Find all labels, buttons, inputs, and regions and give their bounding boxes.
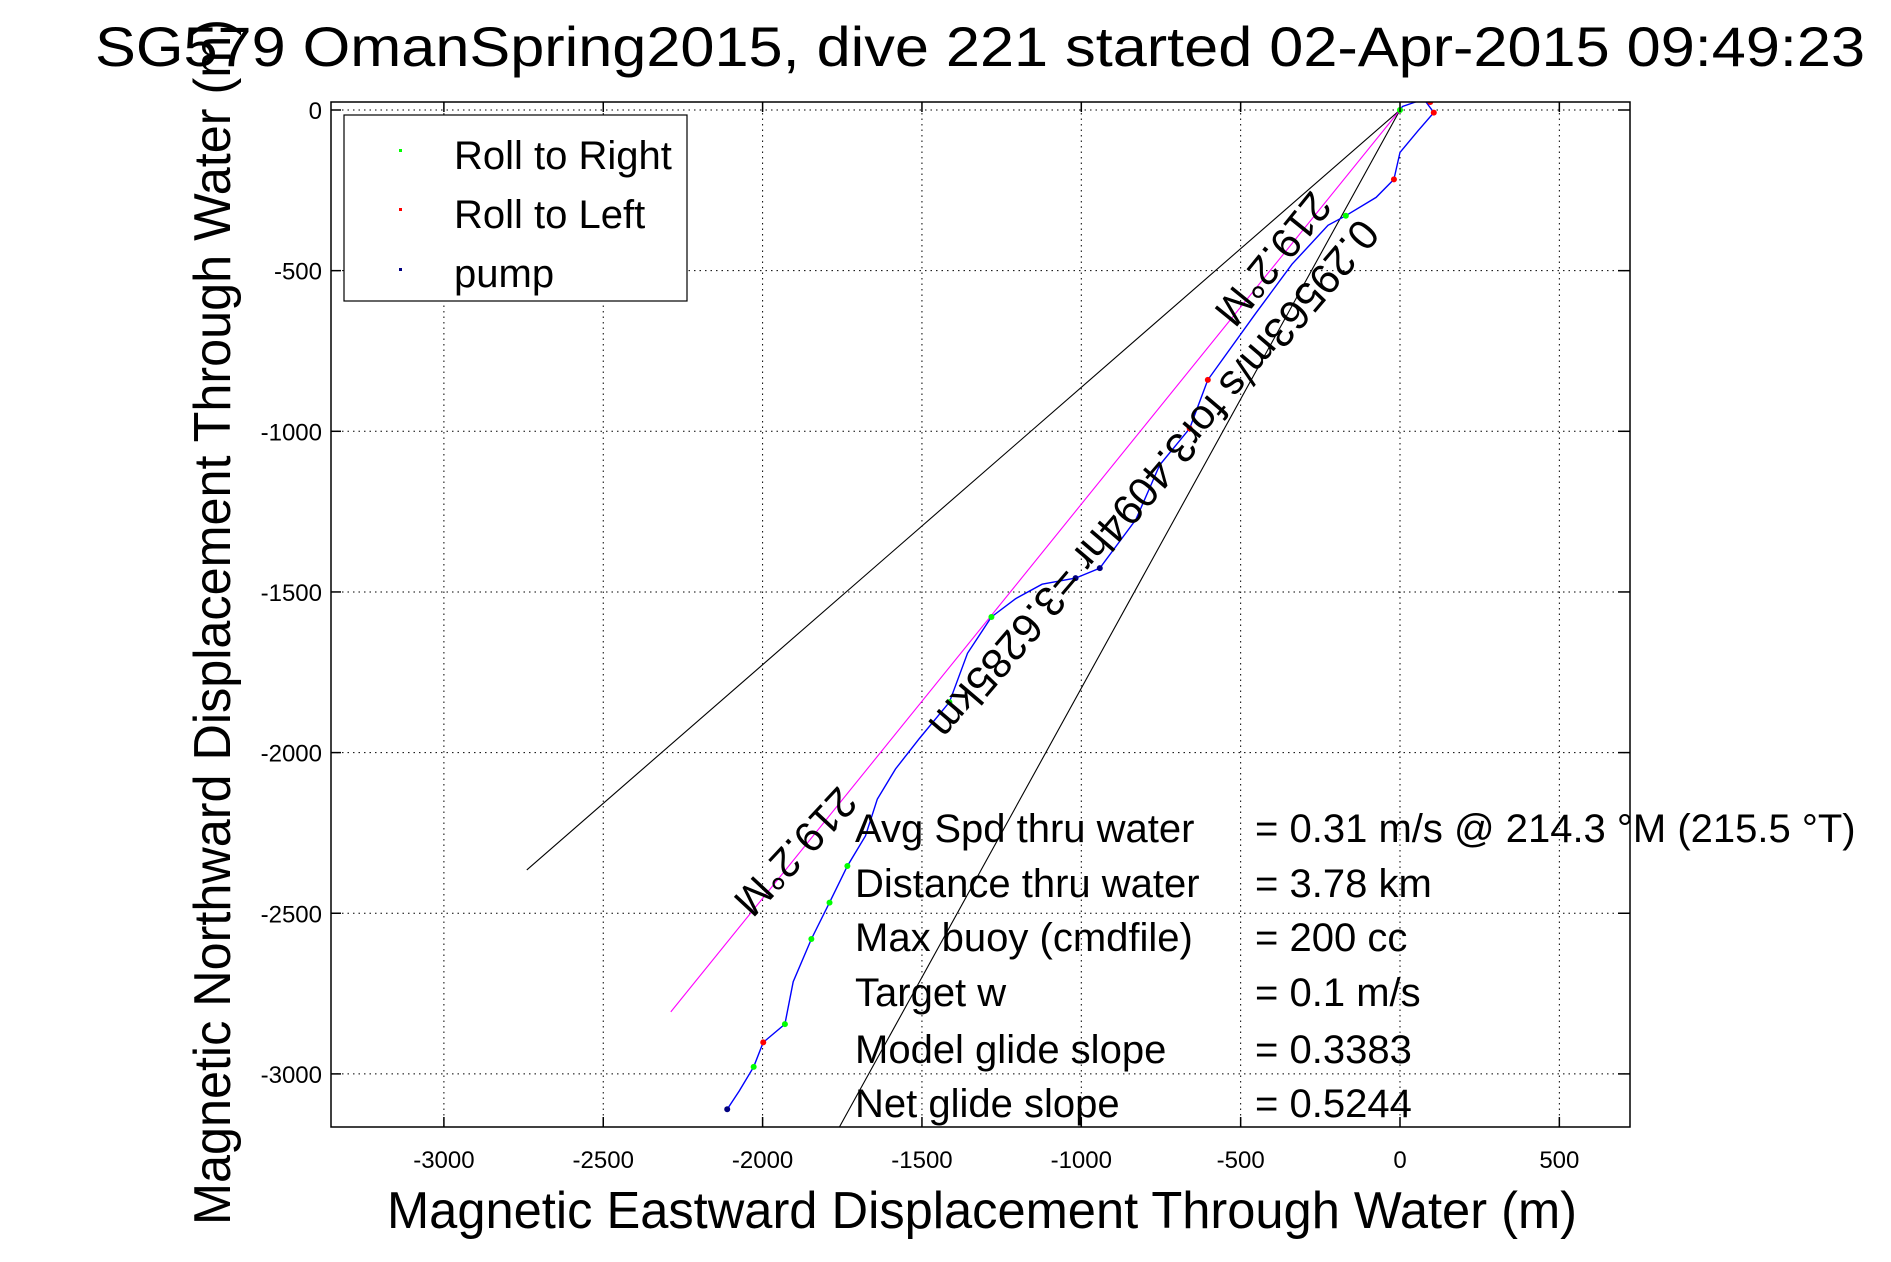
stat-value: = 0.31 m/s @ 214.3 °M (215.5 °T) <box>1255 807 1856 851</box>
x-tick-label: -3000 <box>413 1147 474 1174</box>
stat-label: Model glide slope <box>855 1028 1166 1072</box>
y-tick-label: -1500 <box>261 580 322 607</box>
marker-roll-right <box>988 614 995 621</box>
series-group <box>526 94 1437 1127</box>
marker-roll-left <box>1423 102 1425 103</box>
stat-value: = 0.3383 <box>1255 1028 1412 1072</box>
marker-roll-right <box>750 1063 757 1070</box>
stat-label: Target w <box>855 971 1006 1015</box>
y-tick-label: -1000 <box>261 419 322 446</box>
x-tick-label: -1500 <box>891 1147 952 1174</box>
marker-pump <box>1096 565 1103 572</box>
marker-roll-left <box>1204 376 1211 383</box>
legend-label-roll-right: Roll to Right <box>454 134 672 178</box>
grid <box>331 102 1630 1127</box>
series-heading-line <box>670 109 1401 1013</box>
legend-label-roll-left: Roll to Left <box>454 193 645 237</box>
y-tick-label: -500 <box>274 259 322 286</box>
marker-roll-left <box>760 1039 767 1046</box>
y-tick-label: -2500 <box>261 901 322 928</box>
annotation-heading-bottom: 219.2°M <box>725 778 866 925</box>
stat-value: = 0.5244 <box>1255 1082 1412 1126</box>
y-tick-label: -3000 <box>261 1062 322 1089</box>
stat-label: Distance thru water <box>855 862 1200 906</box>
legend-marker-roll-right <box>399 149 402 152</box>
x-tick-label: -500 <box>1217 1147 1265 1174</box>
stat-value: = 200 cc <box>1255 916 1407 960</box>
marker-roll-left <box>1186 425 1193 432</box>
annotation-speed-line: 0.29563m/s for3.4094hr =3.6285km <box>920 211 1389 748</box>
marker-pump <box>1072 575 1079 582</box>
marker-roll-right <box>781 1021 788 1028</box>
x-tick-label: -1000 <box>1051 1147 1112 1174</box>
stat-value: = 3.78 km <box>1255 862 1432 906</box>
stat-label: Max buoy (cmdfile) <box>855 916 1193 960</box>
legend-label-pump: pump <box>454 252 554 296</box>
x-tick-label: -2000 <box>732 1147 793 1174</box>
legend-marker-roll-left <box>399 208 402 211</box>
marker-pump <box>724 1106 731 1113</box>
y-tick-label: -2000 <box>261 741 322 768</box>
ticks: -3000 -2500 -2000 -1500 -1000 -500 0 500 0 -500 -1… <box>261 98 1630 1174</box>
legend-marker-pump <box>399 268 402 271</box>
marker-roll-right <box>808 935 815 942</box>
marker-roll-left <box>1403 94 1409 100</box>
stats-block: Avg Spd thru water = 0.31 m/s @ 214.3 °M … <box>855 807 1856 1126</box>
series-heading-bound-2 <box>838 109 1401 1127</box>
marker-roll-left <box>1390 176 1397 183</box>
x-tick-label: 500 <box>1539 1147 1579 1174</box>
series-heading-bound-1 <box>526 109 1401 871</box>
y-tick-label: 0 <box>309 98 322 125</box>
y-axis-label: Magnetic Northward Displacement Through … <box>184 19 242 1225</box>
marker-roll-right <box>844 863 851 870</box>
x-tick-label: 0 <box>1393 1147 1406 1174</box>
axes-frame <box>330 101 1631 1128</box>
stat-label: Net glide slope <box>855 1082 1120 1126</box>
marker-roll-right <box>946 699 953 706</box>
plot-area <box>526 94 1437 1127</box>
stat-label: Avg Spd thru water <box>855 807 1194 851</box>
marker-roll-right <box>1342 212 1349 219</box>
x-axis-label: Magnetic Eastward Displacement Through W… <box>387 1182 1577 1240</box>
stat-value: = 0.1 m/s <box>1255 971 1421 1015</box>
x-tick-label: -2500 <box>573 1147 634 1174</box>
series-track <box>726 102 1435 1110</box>
marker-roll-right <box>826 899 833 906</box>
marker-roll-left <box>1430 109 1437 116</box>
chart-title: SG579 OmanSpring2015, dive 221 started 0… <box>95 15 1865 78</box>
legend: Roll to Right Roll to Left pump <box>343 114 688 302</box>
